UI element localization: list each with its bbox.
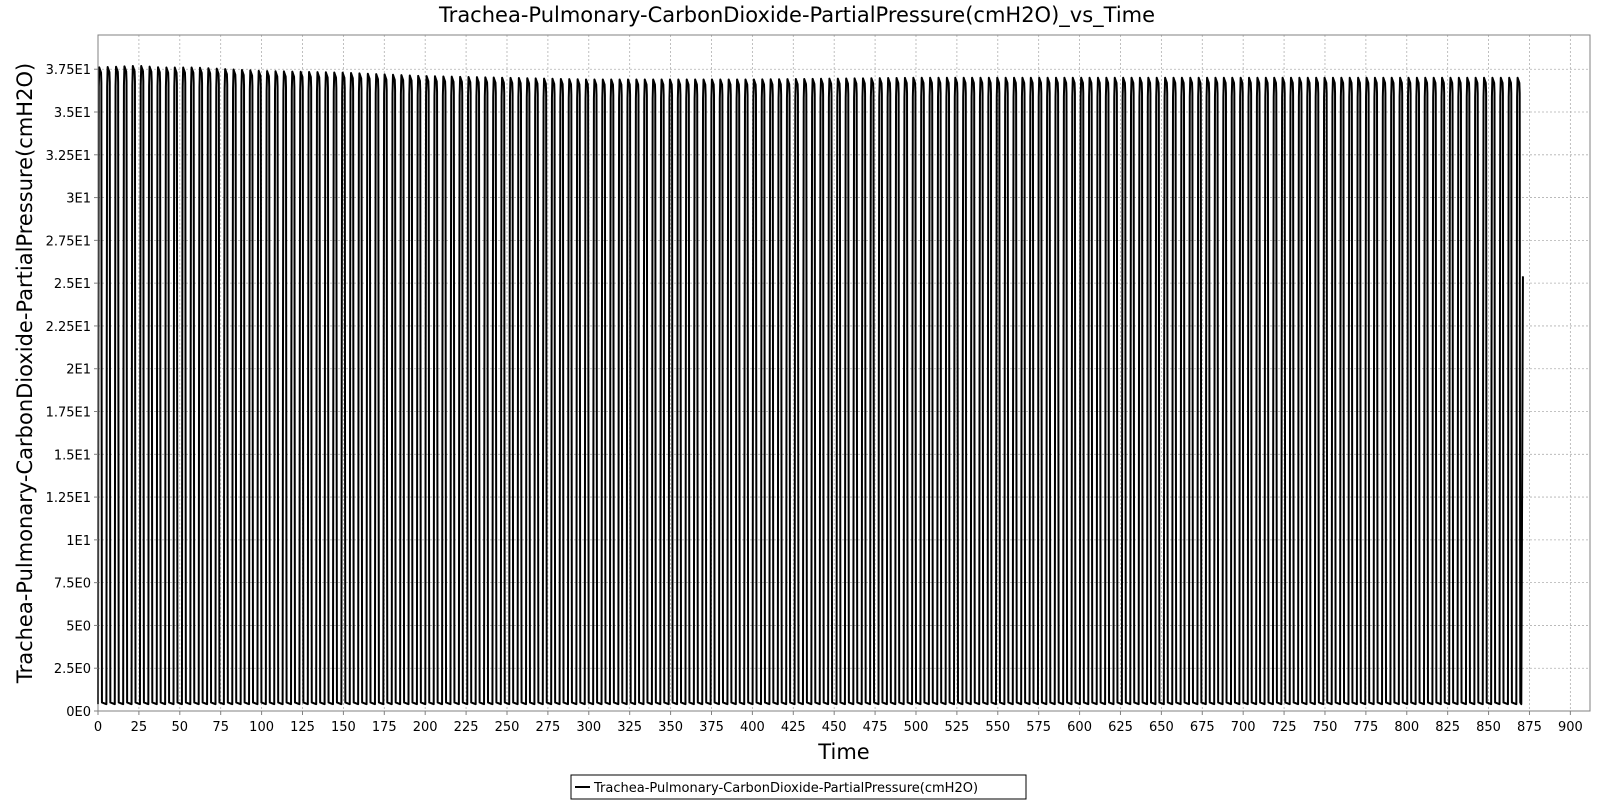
y-tick-label: 2.5E0: [54, 662, 91, 677]
x-axis: 0 25 50 75 100 125 150 175 200 225 250 275 300 325 350…: [94, 711, 1583, 735]
x-tick-label: 750: [1313, 720, 1338, 735]
y-tick-label: 0E0: [66, 705, 91, 720]
x-tick-label: 100: [249, 720, 274, 735]
y-tick-label: 2.75E1: [46, 234, 91, 249]
chart-title: Trachea-Pulmonary-CarbonDioxide-PartialP…: [438, 3, 1155, 28]
y-tick-label: 5E0: [66, 619, 91, 634]
series-layer: [97, 65, 1524, 706]
x-tick-label: 225: [454, 720, 479, 735]
x-tick-label: 125: [290, 720, 315, 735]
y-tick-label: 2.25E1: [46, 320, 91, 335]
x-tick-label: 425: [781, 720, 806, 735]
x-tick-label: 450: [822, 720, 847, 735]
x-tick-label: 650: [1149, 720, 1174, 735]
x-tick-label: 375: [699, 720, 724, 735]
y-tick-label: 1E1: [66, 534, 91, 549]
y-tick-label: 1.25E1: [46, 491, 91, 506]
legend: Trachea-Pulmonary-CarbonDioxide-PartialP…: [570, 774, 1027, 800]
x-tick-label: 675: [1190, 720, 1215, 735]
x-tick-label: 775: [1353, 720, 1378, 735]
y-tick-label: 7.5E0: [54, 577, 91, 592]
y-tick-label: 2.5E1: [54, 277, 91, 292]
x-tick-label: 275: [535, 720, 560, 735]
y-tick-label: 2E1: [66, 363, 91, 378]
x-tick-label: 800: [1394, 720, 1419, 735]
x-tick-label: 50: [172, 720, 189, 735]
x-tick-label: 175: [372, 720, 397, 735]
y-tick-label: 1.75E1: [46, 406, 91, 421]
y-axis: 0E0 2.5E0 5E0 7.5E0 1E1 1.25E1 1.5E1 1.75E1 2E1 2…: [46, 63, 98, 720]
x-tick-label: 150: [331, 720, 356, 735]
y-axis-label: Trachea-Pulmonary-CarbonDioxide-PartialP…: [13, 63, 37, 684]
legend-box: [570, 774, 1027, 800]
x-tick-label: 900: [1558, 720, 1583, 735]
y-tick-label: 3E1: [66, 192, 91, 207]
y-tick-label: 3.25E1: [46, 149, 91, 164]
x-tick-label: 25: [131, 720, 148, 735]
x-tick-label: 550: [985, 720, 1010, 735]
legend-label: Trachea-Pulmonary-CarbonDioxide-PartialP…: [593, 781, 978, 796]
x-tick-label: 200: [413, 720, 438, 735]
x-tick-label: 350: [658, 720, 683, 735]
x-tick-label: 325: [617, 720, 642, 735]
x-tick-label: 850: [1476, 720, 1501, 735]
y-tick-label: 3.5E1: [54, 106, 91, 121]
x-tick-label: 575: [1026, 720, 1051, 735]
x-tick-label: 825: [1435, 720, 1460, 735]
x-tick-label: 725: [1272, 720, 1297, 735]
x-tick-label: 475: [863, 720, 888, 735]
x-tick-label: 500: [904, 720, 929, 735]
x-tick-label: 875: [1517, 720, 1542, 735]
y-tick-label: 1.5E1: [54, 448, 91, 463]
series-line: [97, 65, 1524, 706]
x-axis-label: Time: [817, 740, 869, 764]
y-tick-label: 3.75E1: [46, 63, 91, 78]
x-tick-label: 625: [1108, 720, 1133, 735]
x-tick-label: 0: [94, 720, 102, 735]
plot-area-border: [97, 34, 1591, 712]
x-tick-label: 250: [495, 720, 520, 735]
x-tick-label: 600: [1067, 720, 1092, 735]
x-tick-label: 700: [1231, 720, 1256, 735]
x-tick-label: 300: [576, 720, 601, 735]
x-tick-label: 525: [944, 720, 969, 735]
x-tick-label: 75: [212, 720, 229, 735]
x-tick-label: 400: [740, 720, 765, 735]
